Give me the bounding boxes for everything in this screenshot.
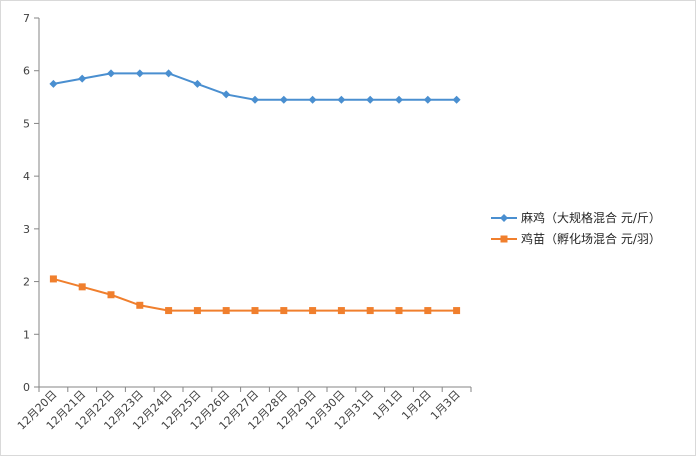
data-point bbox=[280, 307, 288, 315]
axes bbox=[38, 18, 471, 388]
y-axis-ticks: 0 1 2 3 4 5 6 7 bbox=[23, 12, 39, 394]
y-tick-label: 1 bbox=[23, 328, 30, 341]
y-tick-label: 7 bbox=[23, 12, 30, 25]
data-point bbox=[279, 95, 288, 104]
data-point bbox=[164, 69, 173, 78]
data-point bbox=[193, 307, 201, 315]
series-2 bbox=[49, 275, 461, 315]
data-point bbox=[49, 275, 57, 283]
series-lines bbox=[49, 69, 461, 315]
data-point bbox=[251, 307, 259, 315]
data-point bbox=[165, 307, 173, 315]
y-tick-label: 6 bbox=[23, 65, 30, 78]
legend: 麻鸡（大规格混合 元/斤） 鸡苗（孵化场混合 元/羽） bbox=[491, 210, 661, 246]
y-tick-label: 2 bbox=[23, 276, 30, 289]
y-tick-label: 3 bbox=[23, 223, 30, 236]
y-tick-label: 5 bbox=[23, 117, 30, 130]
data-point bbox=[395, 307, 403, 315]
data-point bbox=[337, 95, 346, 104]
legend-marker bbox=[500, 214, 508, 222]
legend-marker bbox=[500, 235, 508, 243]
legend-item-1: 麻鸡（大规格混合 元/斤） bbox=[491, 210, 661, 225]
data-point bbox=[424, 307, 432, 315]
data-point bbox=[453, 307, 461, 315]
data-point bbox=[308, 95, 317, 104]
data-point bbox=[366, 307, 374, 315]
data-point bbox=[395, 95, 403, 104]
x-tick-label: 1月3日 bbox=[428, 388, 463, 423]
data-point bbox=[366, 95, 375, 104]
data-point bbox=[193, 79, 202, 88]
data-point bbox=[49, 79, 58, 88]
data-point bbox=[222, 307, 230, 315]
legend-item-2: 鸡苗（孵化场混合 元/羽） bbox=[491, 231, 661, 246]
data-point bbox=[107, 69, 115, 78]
data-point bbox=[78, 74, 87, 83]
data-point bbox=[337, 307, 345, 315]
data-point bbox=[78, 283, 86, 291]
legend-label: 鸡苗（孵化场混合 元/羽） bbox=[521, 231, 661, 246]
data-point bbox=[107, 291, 115, 299]
y-tick-label: 0 bbox=[23, 381, 30, 394]
series-1 bbox=[49, 69, 461, 104]
data-point bbox=[222, 90, 231, 99]
data-point bbox=[452, 95, 461, 104]
x-tick-label: 1月1日 bbox=[370, 388, 405, 423]
data-point bbox=[423, 95, 432, 104]
data-point bbox=[136, 301, 144, 309]
legend-label: 麻鸡（大规格混合 元/斤） bbox=[521, 210, 661, 225]
y-tick-label: 4 bbox=[23, 170, 30, 183]
x-tick-label: 1月2日 bbox=[399, 388, 434, 423]
data-point bbox=[251, 95, 259, 104]
data-point bbox=[309, 307, 317, 315]
data-point bbox=[135, 69, 144, 78]
x-axis-ticks: 12月20日12月21日12月22日12月23日12月24日12月25日12月2… bbox=[15, 387, 472, 432]
